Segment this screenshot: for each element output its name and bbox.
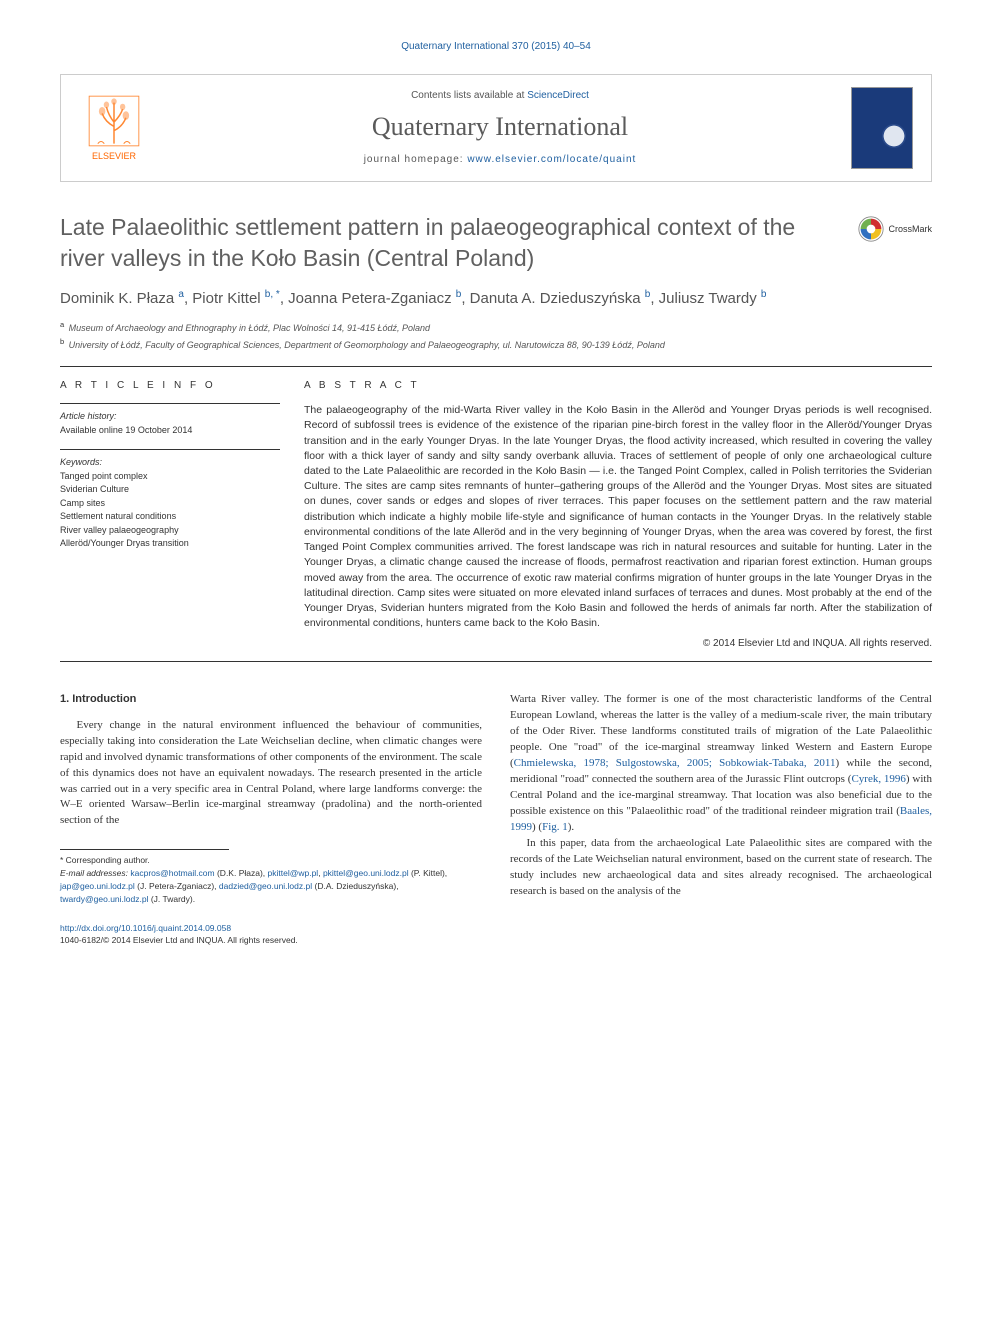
journal-name: Quaternary International (149, 109, 851, 145)
article-title: Late Palaeolithic settlement pattern in … (60, 212, 932, 274)
journal-homepage-line: journal homepage: www.elsevier.com/locat… (149, 153, 851, 167)
page-footer: http://dx.doi.org/10.1016/j.quaint.2014.… (60, 923, 932, 947)
homepage-link[interactable]: www.elsevier.com/locate/quaint (467, 154, 636, 165)
header-reference: Quaternary International 370 (2015) 40–5… (60, 40, 932, 54)
article-info-column: A R T I C L E I N F O Article history: A… (60, 379, 280, 651)
figure-link[interactable]: Fig. 1 (542, 821, 568, 833)
footnote-divider (60, 849, 229, 850)
affiliations: a Museum of Archaeology and Ethnography … (60, 319, 932, 352)
footnotes: * Corresponding author. E-mail addresses… (60, 854, 482, 905)
corresponding-author-note: * Corresponding author. (60, 854, 482, 867)
journal-header-box: ELSEVIER Contents lists available at Sci… (60, 74, 932, 182)
publisher-name: ELSEVIER (92, 150, 136, 163)
elsevier-tree-icon (87, 94, 141, 148)
keywords-label: Keywords: (60, 456, 280, 470)
crossmark-badge[interactable]: CrossMark (858, 216, 932, 242)
authors-list: Dominik K. Płaza a, Piotr Kittel b, *, J… (60, 288, 932, 309)
sciencedirect-link[interactable]: ScienceDirect (527, 90, 589, 101)
email-addresses: E-mail addresses: kacpros@hotmail.com (D… (60, 867, 482, 905)
body-columns: 1. Introduction Every change in the natu… (60, 692, 932, 905)
abstract-column: A B S T R A C T The palaeogeography of t… (304, 379, 932, 651)
citation-link[interactable]: Cyrek, 1996 (851, 773, 905, 785)
journal-cover-thumb (851, 87, 913, 169)
abstract-text: The palaeogeography of the mid-Warta Riv… (304, 403, 932, 631)
history-text: Available online 19 October 2014 (60, 424, 280, 438)
article-info-heading: A R T I C L E I N F O (60, 379, 280, 393)
section-heading-intro: 1. Introduction (60, 692, 482, 707)
issn-copyright: 1040-6182/© 2014 Elsevier Ltd and INQUA.… (60, 935, 298, 945)
body-paragraph: Warta River valley. The former is one of… (510, 692, 932, 835)
divider (60, 366, 932, 367)
body-paragraph: Every change in the natural environment … (60, 718, 482, 830)
history-label: Article history: (60, 410, 280, 424)
abstract-heading: A B S T R A C T (304, 379, 932, 393)
citation-link[interactable]: Chmielewska, 1978; Sulgostowska, 2005; S… (514, 757, 836, 769)
body-paragraph: In this paper, data from the archaeologi… (510, 836, 932, 900)
doi-link[interactable]: http://dx.doi.org/10.1016/j.quaint.2014.… (60, 923, 231, 933)
keywords-list: Tanged point complexSviderian CultureCam… (60, 470, 280, 551)
contents-available-line: Contents lists available at ScienceDirec… (149, 89, 851, 103)
citation-link[interactable]: Baales, 1999 (510, 805, 932, 833)
publisher-logo: ELSEVIER (79, 88, 149, 168)
crossmark-icon (858, 216, 884, 242)
abstract-copyright: © 2014 Elsevier Ltd and INQUA. All right… (304, 637, 932, 651)
divider (60, 661, 932, 662)
